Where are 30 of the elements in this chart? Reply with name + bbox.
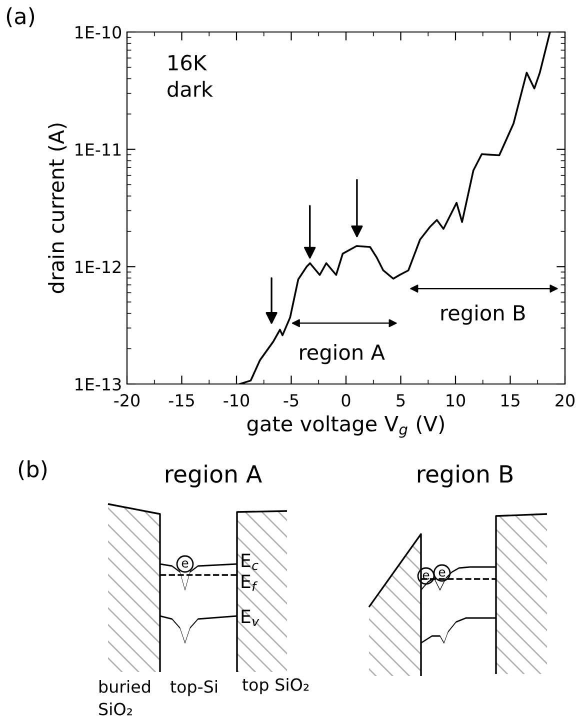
text: e [182,560,188,568]
y-tick-label: 1E-12 [76,260,120,273]
text: E$_{c}$ [242,554,258,570]
annotation: region A [300,344,385,364]
y-axis-title: drain current (A) [48,124,67,294]
text: region B [418,464,513,488]
text: (a) [6,7,34,28]
x-tick-label: -10 [224,394,250,407]
x-tick-label: -15 [168,394,194,407]
text: top SiO₂ [242,678,309,694]
x-tick-label: -5 [284,394,298,407]
text: e [438,569,446,577]
text: (b) [18,460,47,480]
x-tick-label: -20 [114,394,140,407]
x-axis-title: gate voltage V$_{g}$ (V) [247,415,444,438]
annotation: 16K dark [168,54,213,98]
text: top-Si [170,680,217,696]
text: E$_{f}$ [242,574,258,591]
x-tick-label: 5 [396,394,405,407]
x-tick-label: 0 [342,394,350,407]
annotation: region B [441,304,525,325]
text: E$_{v}$ [242,610,260,626]
x-tick-label: 15 [501,394,520,407]
text: buried SiO₂ [99,680,150,716]
y-tick-label: 1E-11 [76,144,121,156]
text: region A [166,464,262,488]
y-tick-label: 1E-10 [76,26,122,39]
y-tick-label: 1E-13 [76,378,121,391]
x-tick-label: 20 [556,394,574,407]
x-tick-label: 10 [446,394,465,407]
